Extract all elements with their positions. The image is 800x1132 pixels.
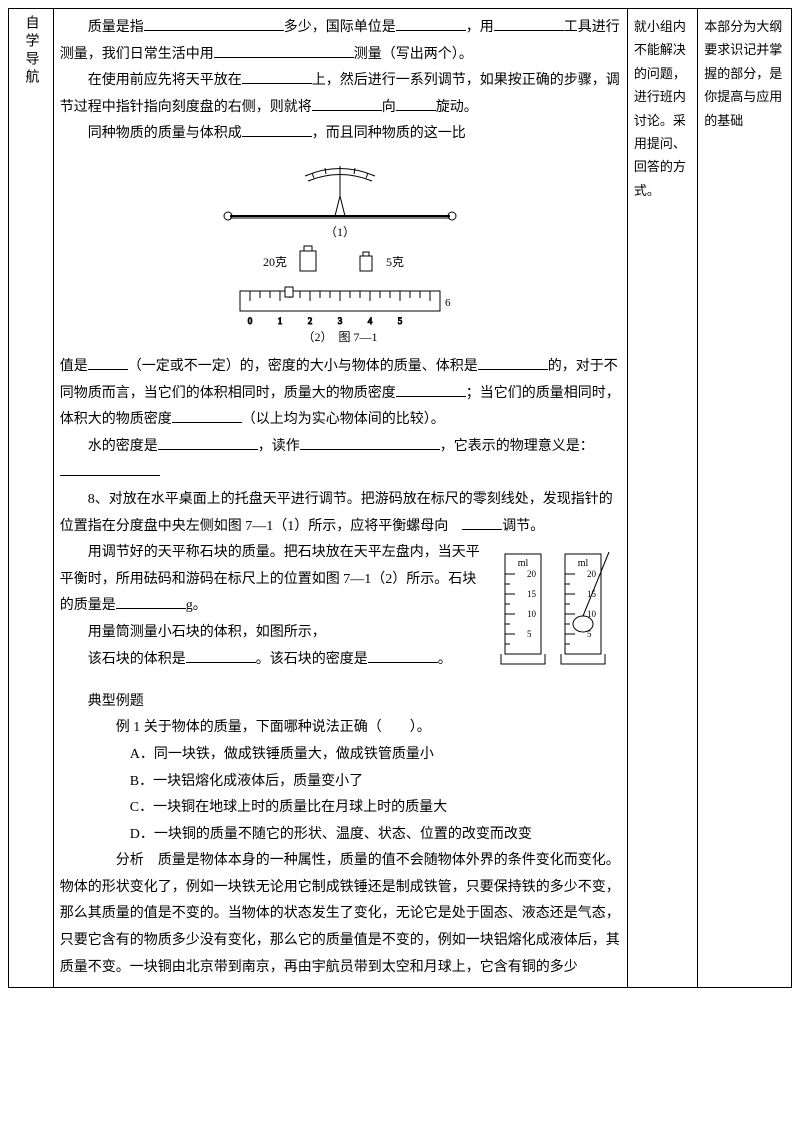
example-title: 典型例题	[60, 689, 621, 716]
unit-label: ml	[578, 558, 589, 569]
blank[interactable]	[462, 516, 502, 530]
para-2: 在使用前应先将天平放在上，然后进行一系列调节，如果按正确的步骤，调节过程中指针指…	[60, 68, 621, 121]
blank[interactable]	[158, 436, 258, 450]
para-1: 质量是指多少，国际单位是，用工具进行测量，我们日常生活中用测量（写出两个）。	[60, 15, 621, 68]
row-label: 自学导航	[18, 15, 43, 87]
svg-text:2: 2	[308, 316, 313, 326]
svg-text:5: 5	[398, 316, 403, 326]
choice-b: B．一块铝熔化成液体后，质量变小了	[130, 769, 621, 796]
blank[interactable]	[116, 595, 186, 609]
blank[interactable]	[368, 649, 438, 663]
row-label-cell: 自学导航	[9, 9, 54, 988]
text: （一定或不一定）的，密度的大小与物体的质量、体积是	[128, 359, 478, 374]
blank[interactable]	[60, 462, 160, 476]
unit-label: ml	[518, 558, 529, 569]
cylinder-diagram: ml 20 15 10 5 ml 20 15 10 5	[491, 544, 621, 685]
blank[interactable]	[172, 409, 242, 423]
choice-a: A．同一块铁，做成铁锤质量大，做成铁管质量小	[130, 742, 621, 769]
para-6: 8、对放在水平桌面上的托盘天平进行调节。把游码放在标尺的零刻线处，发现指针的位置…	[60, 487, 621, 540]
text: 用量筒测量小石块的体积，如图所示，	[88, 625, 326, 640]
text: 调节。	[502, 519, 544, 534]
text: ，用	[466, 20, 494, 35]
para-4: 值是（一定或不一定）的，密度的大小与物体的质量、体积是的，对于不同物质而言，当它…	[60, 354, 621, 434]
blank[interactable]	[214, 44, 354, 58]
blank[interactable]	[396, 97, 436, 111]
choice-d: D．一块铜的质量不随它的形状、温度、状态、位置的改变而改变	[130, 822, 621, 849]
cylinder-svg: ml 20 15 10 5 ml 20 15 10 5	[491, 544, 621, 674]
svg-text:20: 20	[527, 569, 537, 579]
para-3: 同种物质的质量与体积成 ，而且同种物质的这一比	[60, 121, 621, 148]
balance-svg: （1） 20克 5克 0 1	[200, 156, 480, 346]
text: 同种物质的质量与体积成	[88, 126, 242, 141]
text: 。	[438, 652, 452, 667]
text: 测量（写出两个）。	[354, 47, 473, 62]
weight-label: 20克	[263, 255, 287, 269]
blank[interactable]	[300, 436, 440, 450]
blank[interactable]	[478, 356, 548, 370]
blank[interactable]	[396, 17, 466, 31]
blank[interactable]	[242, 123, 312, 137]
note-cell-1: 就小组内不能解决的问题，进行班内讨论。采用提问、回答的方式。	[627, 9, 697, 988]
weight-label: 5克	[386, 255, 404, 269]
svg-text:10: 10	[527, 609, 537, 619]
blank[interactable]	[494, 17, 564, 31]
balance-diagram: （1） 20克 5克 0 1	[60, 156, 621, 346]
svg-text:15: 15	[527, 589, 537, 599]
text: ，而且同种物质的这一比	[312, 126, 466, 141]
svg-text:0: 0	[248, 316, 253, 326]
text: 。该石块的密度是	[256, 652, 368, 667]
svg-text:3: 3	[338, 316, 343, 326]
svg-text:5: 5	[527, 629, 532, 639]
choice-c: C．一块铜在地球上时的质量比在月球上时的质量大	[130, 795, 621, 822]
text: （以上均为实心物体间的比较）。	[242, 412, 445, 427]
blank[interactable]	[88, 356, 128, 370]
blank[interactable]	[396, 383, 466, 397]
text: 值是	[60, 359, 88, 374]
svg-text:1: 1	[278, 316, 283, 326]
text: g。	[186, 598, 207, 613]
blank[interactable]	[144, 17, 284, 31]
text: 质量是指	[88, 20, 144, 35]
diagram-label-1: （1）	[325, 225, 355, 239]
blank[interactable]	[242, 70, 312, 84]
content-cell: 质量是指多少，国际单位是，用工具进行测量，我们日常生活中用测量（写出两个）。 在…	[53, 9, 627, 988]
ruler-unit: 6	[445, 297, 451, 309]
note-1: 就小组内不能解决的问题，进行班内讨论。采用提问、回答的方式。	[634, 15, 691, 202]
svg-text:4: 4	[368, 316, 373, 326]
blank[interactable]	[312, 97, 382, 111]
note-cell-2: 本部分为大纲要求识记并掌握的部分，是你提高与应用的基础	[698, 9, 792, 988]
blank[interactable]	[186, 649, 256, 663]
analysis: 分析 质量是物体本身的一种属性，质量的值不会随物体外界的条件变化而变化。物体的形…	[60, 848, 621, 981]
text: 该石块的体积是	[88, 652, 186, 667]
example-1: 例 1 关于物体的质量，下面哪种说法正确（ ）。	[60, 715, 621, 742]
text: 多少，国际单位是	[284, 20, 396, 35]
text: 在使用前应先将天平放在	[88, 73, 242, 88]
text: ，读作	[258, 439, 300, 454]
text: 旋动。	[436, 100, 478, 115]
note-2: 本部分为大纲要求识记并掌握的部分，是你提高与应用的基础	[704, 15, 785, 132]
worksheet-table: 自学导航 质量是指多少，国际单位是，用工具进行测量，我们日常生活中用测量（写出两…	[8, 8, 792, 988]
text: 水的密度是	[88, 439, 158, 454]
svg-text:20: 20	[587, 569, 597, 579]
diagram-caption: （2） 图 7—1	[303, 330, 378, 344]
para-5: 水的密度是 ，读作 ，它表示的物理意义是：	[60, 434, 621, 487]
text: 向	[382, 100, 396, 115]
text: ，它表示的物理意义是：	[440, 439, 594, 454]
